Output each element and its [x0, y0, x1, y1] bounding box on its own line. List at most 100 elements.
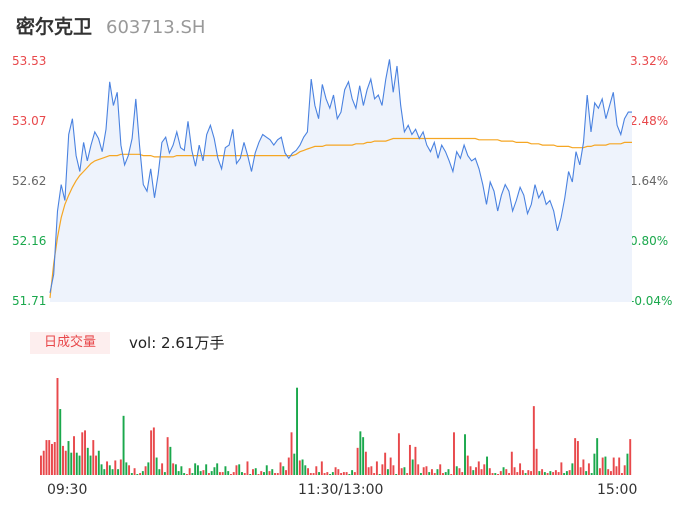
volume-bar: [89, 455, 92, 475]
volume-bar: [163, 472, 166, 475]
volume-bar: [455, 466, 458, 475]
volume-bar: [334, 467, 337, 475]
volume-bar: [419, 473, 422, 475]
volume-bar: [232, 472, 235, 475]
volume-bar: [499, 471, 502, 475]
volume-bar: [582, 459, 585, 475]
volume-bar: [213, 467, 216, 475]
price-line: [49, 59, 632, 293]
volume-bar: [549, 471, 552, 475]
volume-bar: [133, 468, 136, 475]
average-price-line: [49, 137, 632, 299]
volume-bar: [114, 460, 117, 475]
volume-bar: [345, 472, 348, 475]
volume-bar: [497, 474, 500, 475]
volume-bar: [318, 472, 321, 475]
volume-bar: [111, 469, 114, 475]
volume-bar: [469, 466, 472, 475]
volume-bar: [202, 470, 205, 475]
volume-bar: [218, 472, 221, 475]
volume-bar: [271, 469, 274, 475]
volume-bar: [106, 461, 109, 475]
time-label-open: 09:30: [47, 482, 88, 498]
volume-bar: [373, 473, 376, 475]
volume-bar: [601, 457, 604, 475]
volume-bar: [241, 472, 243, 475]
volume-bar: [326, 472, 329, 475]
volume-bar: [612, 457, 615, 475]
volume-bar: [607, 469, 610, 475]
volume-bar: [48, 440, 51, 475]
stock-name: 密尔克卫: [16, 16, 93, 38]
volume-bar: [265, 465, 268, 475]
volume-bar: [304, 465, 307, 475]
volume-bar: [216, 463, 219, 475]
volume-bar: [431, 469, 433, 475]
volume-bar: [285, 470, 287, 475]
volume-bar: [172, 463, 175, 475]
volume-bar: [378, 474, 381, 475]
volume-bar: [367, 467, 370, 475]
volume-bar: [136, 474, 139, 475]
volume-badge: 日成交量: [30, 332, 110, 354]
volume-bar: [279, 462, 282, 475]
volume-bar: [356, 447, 359, 475]
volume-bar: [527, 470, 530, 475]
volume-bar: [590, 473, 593, 475]
volume-bar: [100, 464, 103, 475]
volume-bar: [67, 441, 70, 475]
volume-bar: [340, 473, 343, 475]
volume-bar: [97, 450, 100, 475]
time-label-close: 15:00: [597, 482, 638, 498]
volume-bar: [535, 448, 538, 475]
volume-bar: [320, 461, 323, 475]
volume-bar: [64, 450, 67, 475]
volume-label: vol: 2.61万手: [129, 334, 225, 352]
volume-bar: [397, 433, 400, 475]
volume-bar: [246, 461, 249, 475]
volume-bar: [403, 467, 406, 475]
volume-bar: [70, 452, 73, 475]
volume-bar: [238, 464, 241, 475]
volume-bar: [505, 469, 508, 475]
volume-bar: [188, 468, 191, 475]
volume-bar: [472, 470, 475, 475]
volume-bar: [155, 457, 158, 475]
volume-bar: [406, 473, 409, 475]
volume-bar: [408, 444, 411, 475]
volume-bar: [395, 474, 398, 475]
volume-bar: [227, 471, 230, 475]
volume-bar: [62, 445, 64, 475]
volume-bar: [375, 461, 378, 475]
volume-bar: [207, 473, 210, 475]
volume-bar: [563, 473, 566, 475]
volume-bar: [353, 472, 356, 475]
volume-bar: [417, 464, 420, 475]
volume-bar: [92, 440, 95, 475]
volume-bar: [351, 470, 354, 475]
volume-bar: [210, 471, 213, 475]
volume-bar: [436, 469, 439, 475]
volume-bar: [169, 446, 172, 475]
volume-bar: [587, 463, 590, 475]
volume-bar: [384, 452, 387, 475]
volume-bar: [400, 468, 403, 475]
volume-bar: [194, 463, 197, 475]
volume-bar: [483, 464, 486, 475]
volume-bar: [263, 472, 265, 475]
volume-bar: [122, 415, 125, 475]
volume-bar: [609, 471, 612, 475]
volume-bar: [392, 465, 395, 475]
volume-bar: [557, 472, 560, 475]
volume-bar: [623, 465, 626, 475]
volume-bar: [444, 472, 447, 475]
volume-bar: [199, 471, 202, 475]
volume-bar: [78, 455, 81, 475]
volume-bar: [221, 472, 224, 475]
volume-bar: [86, 447, 89, 475]
price-axis-label: 53.07: [12, 114, 47, 128]
volume-bar: [389, 457, 392, 475]
volume-bar: [337, 469, 340, 475]
volume-bar: [414, 446, 417, 475]
